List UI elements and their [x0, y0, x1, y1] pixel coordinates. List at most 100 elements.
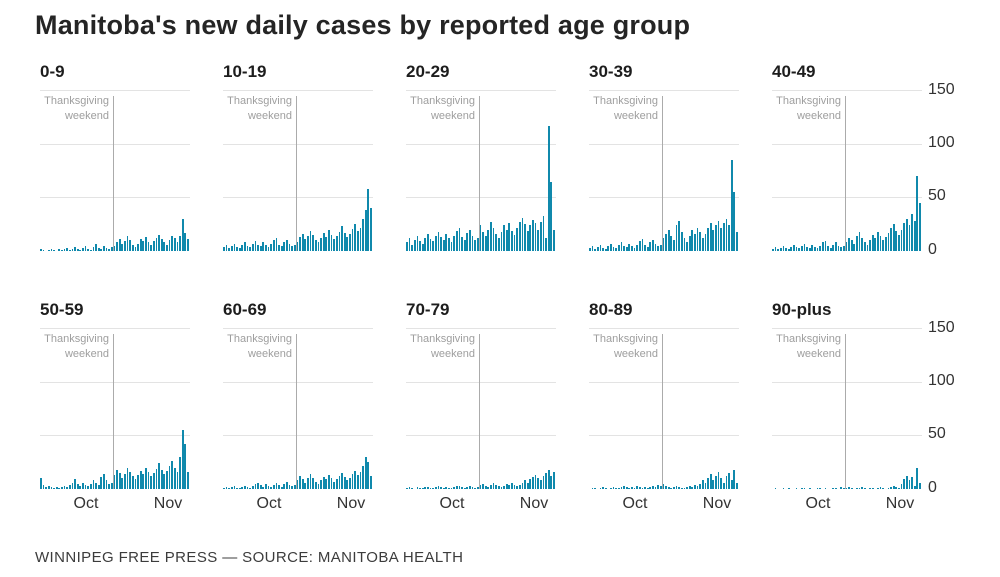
bar	[553, 471, 555, 489]
bar	[150, 476, 152, 489]
bar	[341, 226, 343, 251]
thanksgiving-line	[845, 334, 846, 489]
gridline-100	[406, 144, 556, 145]
bar	[84, 484, 87, 489]
bar	[370, 208, 372, 251]
gridline-50	[589, 197, 739, 198]
bar	[265, 244, 267, 251]
bar	[845, 487, 848, 489]
thanksgiving-label-line1: Thanksgiving	[593, 333, 658, 345]
bar	[354, 224, 356, 251]
bar	[550, 476, 553, 489]
bar	[343, 477, 346, 489]
bar	[505, 483, 508, 489]
bar	[811, 244, 814, 251]
bar	[142, 474, 145, 489]
bar	[137, 475, 139, 489]
bar	[808, 247, 811, 251]
bar	[223, 487, 225, 489]
bar	[688, 236, 691, 251]
thanksgiving-label-line1: Thanksgiving	[776, 333, 841, 345]
bar	[236, 246, 238, 251]
thanksgiving-label: Thanksgiving weekend	[406, 332, 475, 362]
bar	[249, 487, 251, 489]
bar	[367, 189, 370, 251]
bar	[471, 486, 474, 489]
bar	[42, 249, 45, 251]
bar	[108, 248, 110, 251]
bar	[545, 473, 547, 489]
bar	[450, 242, 453, 251]
bar	[341, 473, 343, 489]
bar	[777, 248, 779, 251]
bar	[176, 242, 179, 251]
bar	[895, 230, 898, 251]
bar	[617, 244, 620, 251]
bar	[691, 486, 694, 489]
bar	[887, 487, 890, 489]
bar	[421, 487, 424, 489]
bar	[803, 487, 806, 489]
bar	[110, 482, 113, 489]
bar	[903, 479, 905, 489]
thanksgiving-label-line1: Thanksgiving	[227, 333, 292, 345]
bar	[800, 245, 803, 251]
bar	[602, 486, 604, 489]
thanksgiving-label: Thanksgiving weekend	[406, 94, 475, 124]
bar	[908, 480, 911, 489]
x-axis-labels: Oct Nov	[40, 489, 190, 515]
bar	[283, 242, 286, 251]
bar	[905, 476, 908, 489]
bar	[503, 485, 505, 489]
daily-bars	[589, 329, 739, 489]
x-axis-labels: Oct Nov	[223, 489, 373, 515]
bar	[359, 471, 362, 489]
bar	[816, 487, 819, 489]
daily-bars	[772, 91, 922, 251]
bar	[779, 247, 782, 251]
bar	[911, 213, 913, 251]
bar	[129, 240, 131, 251]
bar	[913, 221, 916, 251]
bar	[877, 487, 879, 489]
bar	[728, 225, 730, 251]
bar	[869, 240, 871, 251]
bar	[280, 486, 283, 489]
daily-bars	[406, 329, 556, 489]
bar	[898, 487, 900, 489]
plot-area: Thanksgiving weekend	[772, 90, 922, 251]
bar	[787, 248, 790, 251]
bar	[877, 231, 879, 251]
thanksgiving-label: Thanksgiving weekend	[40, 332, 109, 362]
bar	[346, 480, 349, 489]
bar	[87, 485, 89, 489]
bar	[100, 248, 103, 251]
bar	[142, 241, 145, 251]
bar	[71, 482, 74, 489]
bar	[76, 248, 79, 251]
gridline-50	[223, 197, 373, 198]
age-panel: 80-89 Thanksgiving weekend Oct Nov	[589, 300, 739, 515]
bar	[903, 223, 905, 251]
bar	[359, 227, 362, 251]
bar	[545, 238, 547, 251]
bar	[283, 483, 286, 489]
bar	[351, 228, 354, 251]
y-tick-label: 0	[928, 241, 937, 258]
bar	[356, 230, 359, 251]
bar	[364, 210, 367, 251]
bar	[116, 469, 118, 489]
bar	[286, 481, 288, 489]
bar	[795, 246, 798, 251]
thanksgiving-line	[296, 96, 297, 251]
bar	[469, 485, 471, 489]
bar	[131, 244, 134, 251]
y-tick-label: 100	[928, 134, 955, 151]
bar	[722, 482, 725, 489]
bar	[774, 487, 777, 489]
bar	[612, 486, 615, 489]
bar	[610, 243, 612, 251]
bar	[495, 484, 497, 489]
bar	[908, 225, 911, 251]
bar	[730, 160, 733, 251]
